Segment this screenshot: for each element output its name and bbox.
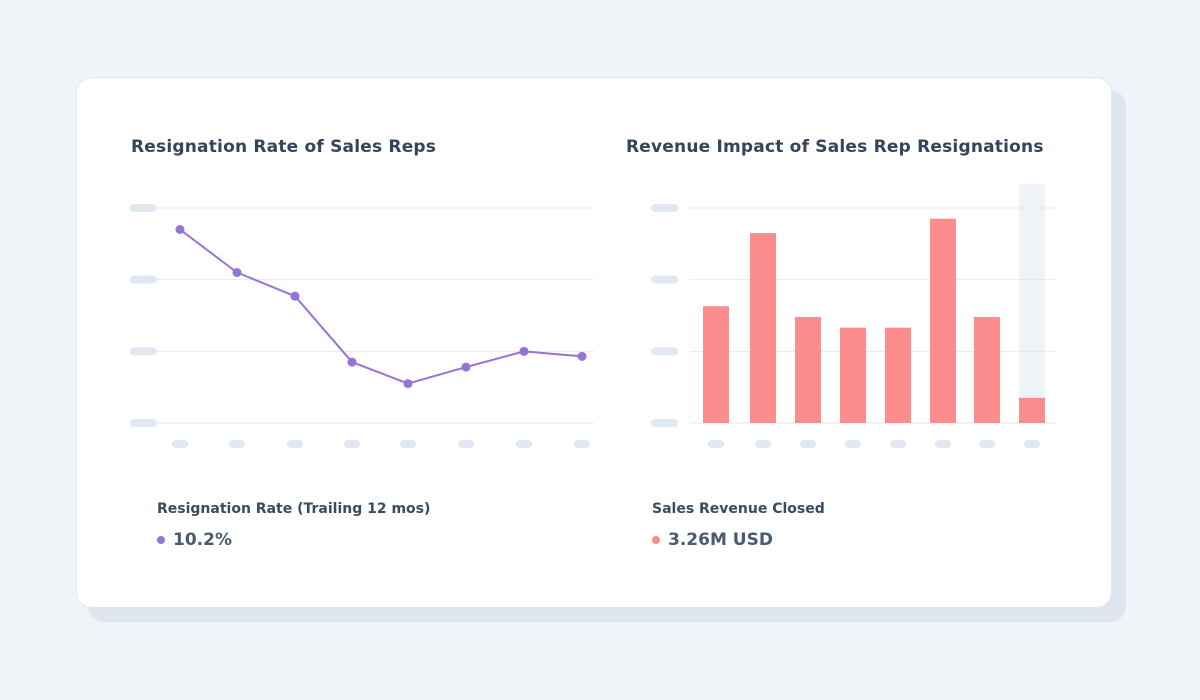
sales-revenue-label: Sales Revenue Closed [652,501,825,517]
data-point [290,291,300,301]
x-tick-label [400,440,416,448]
y-tick-label [651,419,678,427]
bar [703,306,729,423]
line-chart-title: Resignation Rate of Sales Reps [131,137,437,157]
x-tick-label [516,440,532,448]
x-tick-label [935,440,951,448]
x-tick-label [344,440,360,448]
data-point [403,379,413,389]
y-tick-label [651,204,678,212]
x-tick-label [708,440,724,448]
x-tick-label [800,440,816,448]
y-tick-label [130,419,157,427]
bar-chart [651,184,1057,448]
bar [930,218,956,423]
highlight-band [1019,184,1045,423]
data-point [347,357,357,367]
data-point [577,351,587,361]
series-line [179,228,583,385]
y-tick-label [651,347,678,356]
bar-chart-title: Revenue Impact of Sales Rep Resignations [626,137,1044,157]
resignation-rate-number: 10.2% [173,530,232,550]
y-tick-label [130,347,157,356]
series-dot-icon [652,536,660,544]
x-tick-label [1024,440,1040,448]
x-tick-label [172,440,188,448]
resignation-rate-label: Resignation Rate (Trailing 12 mos) [157,501,431,517]
x-tick-label [755,440,771,448]
line-chart [130,204,594,448]
bar [840,327,866,423]
series-dot-icon [157,536,165,544]
resignation-rate-value: 10.2% [157,530,232,550]
x-tick-label [287,440,303,448]
bar [885,327,911,423]
bar [795,316,821,423]
x-tick-label [845,440,861,448]
data-point [175,225,185,234]
y-tick-label [651,275,678,284]
x-tick-label [229,440,245,448]
data-point [519,346,529,356]
sales-revenue-value: 3.26M USD [652,530,773,550]
bar [750,233,776,423]
sales-revenue-number: 3.26M USD [668,530,773,550]
data-point [461,362,471,372]
x-tick-label [979,440,995,448]
y-tick-label [130,275,157,284]
bar [1019,397,1045,423]
x-tick-label [574,440,590,448]
data-point [232,268,242,277]
x-tick-label [890,440,906,448]
bar [974,316,1000,423]
x-tick-label [458,440,474,448]
y-tick-label [130,204,157,212]
